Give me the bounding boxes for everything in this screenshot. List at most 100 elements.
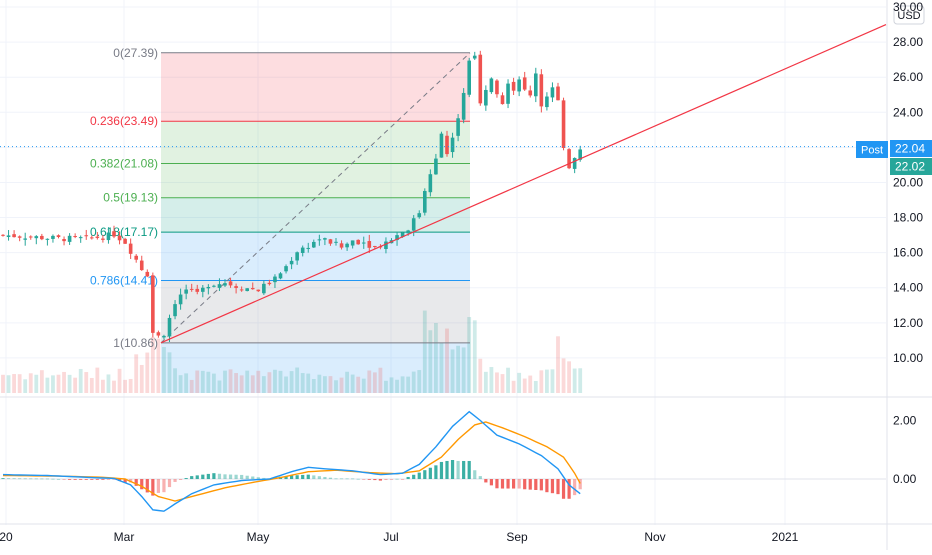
candle-body (511, 81, 516, 91)
candle-body (428, 174, 433, 193)
fib-zone (161, 121, 470, 164)
volume-bar (461, 347, 466, 393)
volume-bar (106, 374, 111, 393)
macd-histogram-bar (106, 479, 111, 480)
macd-tick-label: 2.00 (893, 413, 917, 427)
candle-body (273, 276, 277, 283)
volume-bar (378, 367, 383, 393)
macd-histogram-bar (489, 479, 493, 486)
price-badges: Post 22.04 22.02 (856, 140, 932, 175)
volume-bar (422, 310, 427, 393)
macd-histogram-bar (500, 479, 505, 489)
macd-histogram-bar (201, 474, 205, 480)
currency-badge[interactable]: USD (897, 10, 920, 22)
time-tick-label: Nov (644, 530, 665, 544)
fib-zone (161, 342, 470, 393)
volume-bar (39, 370, 44, 393)
macd-histogram-bar (12, 478, 16, 480)
volume-bar (367, 370, 372, 393)
macd-histogram-bar (162, 479, 166, 493)
volume-bar (239, 375, 244, 393)
macd-histogram-bar (373, 479, 377, 481)
candle-body (212, 285, 216, 287)
price-tick-label: 16.00 (893, 246, 923, 260)
candle-body (123, 238, 127, 244)
candle-body (306, 247, 311, 249)
macd-histogram-bar (140, 479, 144, 490)
candle-body (262, 283, 266, 294)
macd-histogram-bar (539, 479, 543, 491)
price-tick-label: 30.00 (893, 0, 923, 14)
candle-body (84, 235, 89, 237)
trendline-layer[interactable] (160, 24, 887, 344)
currency-badge-box[interactable] (893, 5, 925, 25)
macd-histogram-bar (534, 479, 538, 490)
candle-body (300, 247, 305, 253)
candle-body (539, 74, 544, 107)
macd-histogram-bar (484, 479, 488, 483)
volume-bar (200, 370, 205, 393)
candle-body (151, 275, 155, 333)
macd-histogram-bar (434, 465, 438, 480)
fib-zone (161, 52, 470, 122)
candle-body (267, 282, 272, 285)
price-axis[interactable]: USD 30.0028.0026.0024.0022.0020.0018.001… (893, 0, 925, 486)
fib-zone (161, 280, 470, 343)
candle-body (95, 236, 100, 238)
volume-bar (278, 370, 283, 393)
macd-histogram-bar (18, 478, 22, 480)
macd-histogram-bar (68, 479, 72, 480)
candle-body (489, 78, 494, 93)
volume-bar (156, 338, 161, 393)
price-tick-label: 12.00 (893, 316, 923, 330)
fib-level-label: 0.236(23.49) (90, 114, 158, 128)
macd-histogram-bar (151, 479, 155, 496)
volume-bar (567, 361, 571, 393)
macd-histogram-bar (206, 473, 210, 480)
fibonacci-lines: 0(27.39) 0.236(23.49) 0.382(21.08) 0.5(19.1… (90, 46, 470, 350)
volume-bar (228, 369, 233, 393)
macd-histogram-bar (517, 479, 521, 489)
price-tick-label: 18.00 (893, 211, 923, 225)
volume-bar (411, 371, 416, 393)
volume-bar (84, 372, 89, 393)
volume-bar (184, 373, 189, 393)
volume-bar (73, 377, 78, 393)
macd-histogram-bar (73, 479, 77, 480)
candle-body (106, 232, 111, 241)
volume-bar (150, 337, 155, 393)
time-axis[interactable]: 20 Mar May Jul Sep Nov 2021 (0, 530, 799, 544)
candle-body (361, 242, 366, 244)
macd-histogram-bar (556, 479, 560, 495)
candle-body (278, 273, 283, 279)
volume-bar (95, 367, 100, 393)
macd-histogram-bar (450, 460, 455, 480)
volume-bar (345, 371, 349, 393)
volume-bar (51, 375, 55, 393)
time-tick-label: Mar (114, 530, 135, 544)
time-tick-label: May (247, 530, 270, 544)
trendline[interactable] (160, 24, 887, 344)
volume-bar (511, 380, 516, 393)
macd-histogram-bar (167, 479, 172, 488)
volume-bar (289, 371, 294, 393)
fib-diagonal (160, 52, 471, 344)
volume-bar (217, 380, 222, 393)
macd-histogram-bar (506, 479, 510, 489)
candle-body (545, 96, 549, 108)
price-tick-label: 24.00 (893, 105, 923, 119)
candle-body (450, 137, 455, 153)
candle-body (500, 95, 505, 105)
macd-histogram-bar (462, 460, 466, 480)
candle-body (173, 304, 177, 317)
volume-bar (439, 343, 444, 393)
macd-histogram-bar (195, 475, 199, 480)
candle-body (195, 288, 200, 292)
macd-histogram-bar (545, 479, 549, 493)
candle-body (184, 289, 188, 294)
macd-histogram-bar (367, 479, 371, 480)
macd-histogram-bar (473, 470, 477, 480)
macd-histogram-bar (384, 479, 388, 481)
